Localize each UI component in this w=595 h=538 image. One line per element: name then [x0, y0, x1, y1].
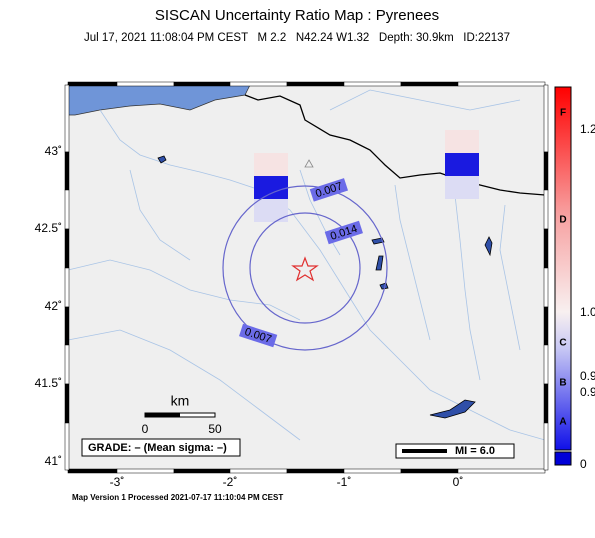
frame-segment	[343, 81, 402, 87]
sea	[68, 85, 251, 116]
lon-label: -3˚	[110, 475, 125, 489]
cell	[254, 153, 288, 176]
frame-segment	[116, 468, 175, 474]
cell	[445, 153, 479, 176]
station	[304, 159, 314, 168]
frame-segment	[457, 468, 546, 474]
frame-segment	[173, 81, 231, 87]
scale-label: 0	[142, 422, 149, 436]
colorbar-label: 0	[580, 457, 587, 471]
lat-label: 42˚	[45, 299, 62, 313]
mi-legend: MI = 6.0	[455, 445, 495, 457]
frame-segment	[543, 267, 549, 308]
grade-letter: B	[559, 378, 566, 389]
frame-segment	[64, 267, 70, 308]
frame-segment	[64, 228, 70, 269]
colorbar-zero	[554, 451, 572, 466]
lat-label: 42.5˚	[35, 221, 62, 235]
frame-ticks	[64, 81, 549, 474]
lon-labels: -3˚ -2˚ -1˚ 0˚	[110, 475, 464, 489]
grade-box	[81, 438, 241, 457]
lon-label: -1˚	[337, 475, 352, 489]
frame-segment	[286, 81, 345, 87]
contour	[249, 212, 361, 324]
frame-segment	[64, 151, 70, 191]
frame-segment	[543, 84, 549, 153]
colorbar: F D C B A 1.2 1.0 0.9 0.9 0	[554, 86, 595, 471]
frame-segment	[64, 189, 70, 230]
frame-segment	[286, 468, 345, 474]
colorbar-label: 0.9	[580, 385, 595, 399]
colorbar-label: 0.9	[580, 369, 595, 383]
frame-segment	[64, 344, 70, 385]
grade-letter: C	[559, 338, 566, 349]
scale-label: 50	[208, 422, 222, 436]
frame-segment	[343, 468, 402, 474]
border	[244, 94, 545, 196]
frame-segment	[64, 84, 70, 153]
cell	[254, 199, 288, 222]
lake	[371, 237, 385, 245]
colorbar-label: 1.0	[580, 305, 595, 319]
frame-segment	[400, 468, 459, 474]
cell	[445, 176, 479, 199]
frame-segment	[457, 81, 546, 87]
contour-label-box	[239, 323, 278, 348]
scale-unit: km	[171, 393, 190, 409]
frame-segment	[543, 383, 549, 424]
frame-segment	[543, 344, 549, 385]
subtitle: Jul 17, 2021 11:08:04 PM CEST M 2.2 N42.…	[84, 32, 510, 44]
colorbar-gradient	[554, 86, 572, 451]
frame-segment	[229, 81, 288, 87]
grade: GRADE: – (Mean sigma: –)	[88, 442, 227, 454]
frame-segment	[64, 306, 70, 346]
frame-segment	[400, 81, 459, 87]
lat-labels: 43˚ 42.5˚ 42˚ 41.5˚ 41˚	[35, 144, 62, 468]
title: SISCAN Uncertainty Ratio Map : Pyrenees	[155, 7, 439, 24]
frame-segment	[67, 468, 118, 474]
frame-segment	[543, 228, 549, 269]
lat-label: 41.5˚	[35, 376, 62, 390]
colorbar-label: 1.2	[580, 122, 595, 136]
contour	[222, 185, 388, 351]
grade-letter: D	[559, 215, 566, 226]
frame-segment	[116, 81, 175, 87]
lake	[379, 282, 389, 290]
scale-bar	[145, 413, 180, 417]
uncertainty-cells	[254, 130, 479, 222]
frame-segment	[64, 422, 70, 471]
lat-label: 43˚	[45, 144, 62, 158]
epicenter	[291, 256, 319, 282]
lat-label: 41˚	[45, 454, 62, 468]
lon-label: 0˚	[453, 475, 464, 489]
cell	[254, 176, 288, 199]
grade-letter: F	[560, 108, 566, 119]
lake	[375, 255, 384, 271]
frame-segment	[543, 306, 549, 346]
lake	[484, 236, 493, 257]
frame-segment	[173, 468, 231, 474]
frame-segment	[543, 189, 549, 230]
frame-segment	[229, 468, 288, 474]
footer: Map Version 1 Processed 2021-07-17 11:10…	[72, 493, 283, 502]
frame-segment	[67, 81, 118, 87]
grade-letter: A	[559, 417, 566, 428]
lake	[157, 155, 167, 164]
contour-label-box	[309, 178, 349, 202]
lon-label: -2˚	[223, 475, 238, 489]
map-area: 0.007 0.014 0.007 km 0 50 GRADE: – (Mean…	[68, 85, 545, 470]
cell	[445, 130, 479, 153]
mi-box	[395, 443, 515, 459]
frame-segment	[64, 383, 70, 424]
lake	[429, 399, 476, 419]
contour-label-box	[324, 220, 363, 245]
frame-segment	[543, 422, 549, 471]
frame-segment	[543, 151, 549, 191]
